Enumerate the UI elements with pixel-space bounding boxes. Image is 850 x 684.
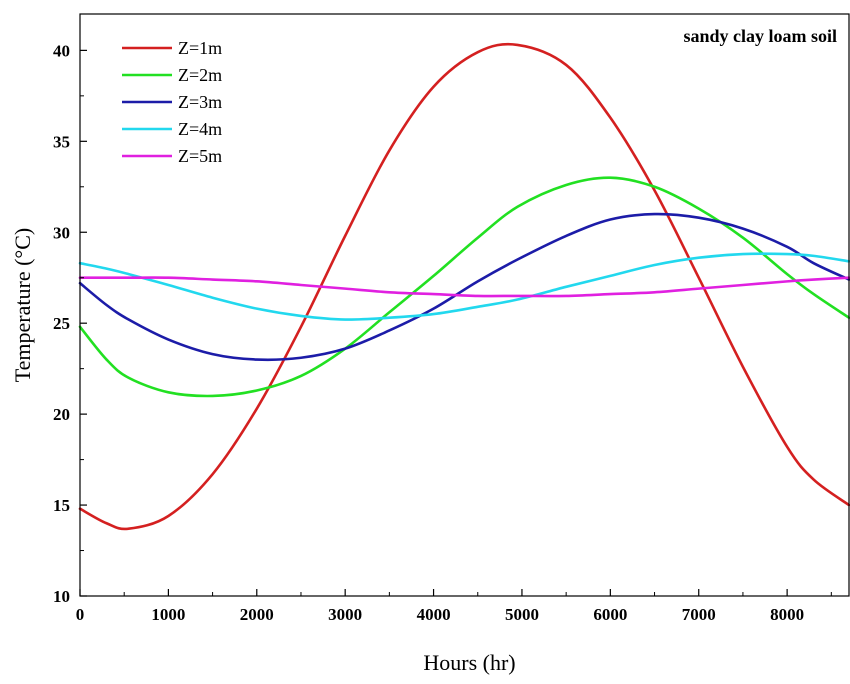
legend-label-z4m: Z=4m bbox=[178, 119, 222, 139]
plot-area-frame bbox=[79, 13, 850, 597]
x-tick-label: 2000 bbox=[240, 605, 274, 624]
x-tick-label: 3000 bbox=[328, 605, 362, 624]
y-tick-label: 35 bbox=[53, 132, 70, 151]
legend-label-z1m: Z=1m bbox=[178, 38, 222, 58]
y-tick-label: 15 bbox=[53, 496, 70, 515]
soil-type-annotation: sandy clay loam soil bbox=[683, 26, 837, 46]
x-tick-label: 5000 bbox=[505, 605, 539, 624]
x-axis-title: Hours (hr) bbox=[423, 650, 515, 675]
y-axis-title: Temperature (°C) bbox=[10, 228, 35, 382]
x-tick-label: 4000 bbox=[417, 605, 451, 624]
series-line-z4m bbox=[78, 252, 850, 321]
x-tick-label: 1000 bbox=[151, 605, 185, 624]
y-tick-label: 20 bbox=[53, 405, 70, 424]
x-tick-label: 8000 bbox=[770, 605, 804, 624]
x-tick-label: 7000 bbox=[682, 605, 716, 624]
series-line-z2m bbox=[78, 176, 850, 398]
series-line-z1m bbox=[78, 42, 850, 531]
y-tick-label: 25 bbox=[53, 314, 70, 333]
y-tick-label: 30 bbox=[53, 223, 70, 242]
x-tick-label: 6000 bbox=[593, 605, 627, 624]
x-tick-label: 0 bbox=[76, 605, 85, 624]
legend: Z=1m Z=2m Z=3m Z=4m Z=5m bbox=[122, 38, 222, 166]
legend-label-z2m: Z=2m bbox=[178, 65, 222, 85]
y-tick-label: 10 bbox=[53, 587, 70, 606]
legend-label-z3m: Z=3m bbox=[178, 92, 222, 112]
series-line-z5m bbox=[78, 276, 850, 298]
legend-label-z5m: Z=5m bbox=[178, 146, 222, 166]
y-tick-label: 40 bbox=[53, 41, 70, 60]
